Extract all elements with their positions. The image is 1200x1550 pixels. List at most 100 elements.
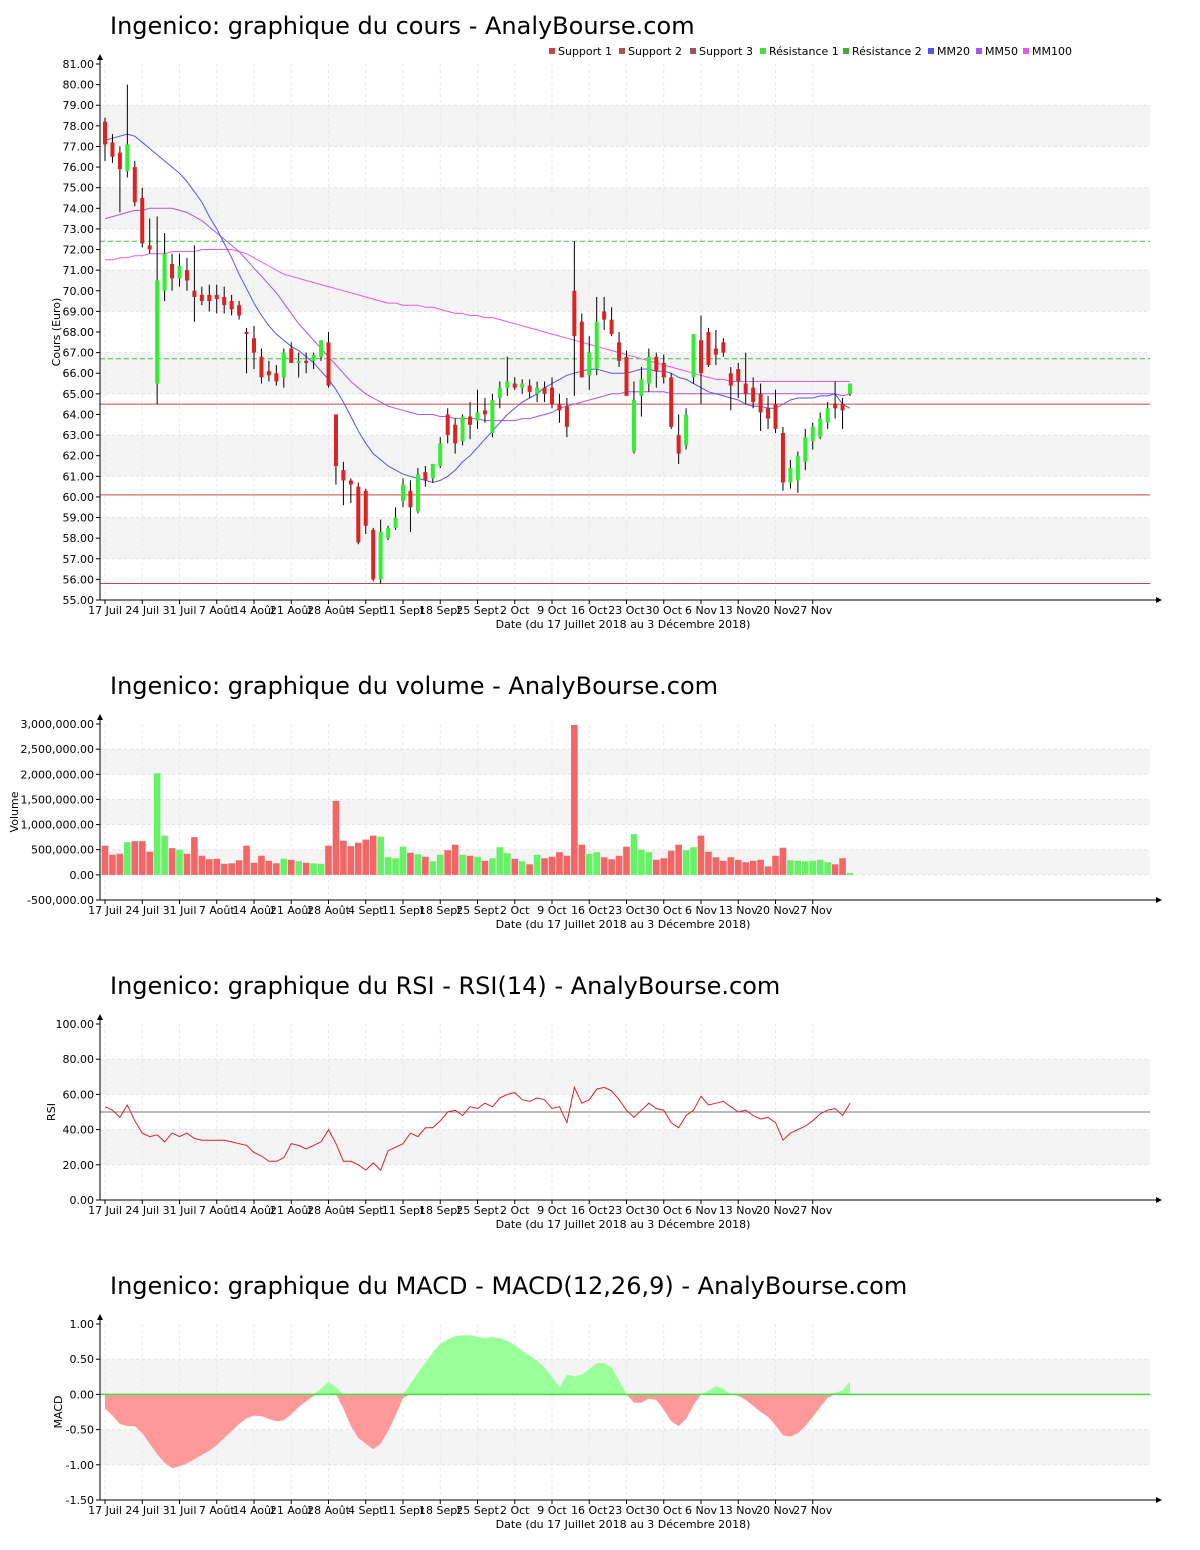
candle-body: [520, 383, 525, 388]
legend-label: Résistance 2: [852, 45, 922, 58]
candle-body: [237, 305, 242, 316]
candle-body: [408, 490, 413, 508]
candle-body: [482, 410, 487, 415]
rsi-x-arrow: [1156, 1197, 1162, 1203]
volume-bar: [645, 852, 653, 875]
price-band: [100, 517, 1150, 559]
rsi-band: [100, 1129, 1150, 1165]
volume-bar: [146, 851, 153, 875]
price-x-tick-label: 16 Oct: [571, 604, 608, 617]
macd-x-tick-label: 6 Nov: [685, 1504, 717, 1517]
volume-xlabel: Date (du 17 Juillet 2018 au 3 Décembre 2…: [496, 918, 751, 931]
macd-x-tick-label: 11 Sept: [382, 1504, 425, 1517]
price-x-tick-label: 24 Juil: [125, 604, 159, 617]
rsi-xlabel: Date (du 17 Juillet 2018 au 3 Décembre 2…: [496, 1218, 751, 1231]
price-band: [100, 105, 1150, 147]
volume-x-tick-label: 11 Sept: [382, 904, 425, 917]
volume-x-tick-label: 9 Oct: [537, 904, 567, 917]
candle-body: [222, 296, 227, 306]
volume-bar: [764, 866, 772, 875]
volume-bar: [690, 847, 697, 875]
candle-body: [199, 294, 204, 302]
rsi-y-tick-label: 20.00: [63, 1159, 95, 1172]
macd-y-tick-label: 0.50: [70, 1353, 95, 1366]
macd-x-tick-label: 21 Août: [270, 1504, 314, 1517]
candle-body: [304, 360, 309, 363]
volume-y-tick-label: 1,500,000.00: [21, 793, 94, 806]
candle-body: [438, 443, 443, 466]
candle-body: [713, 348, 718, 355]
legend-swatch: [619, 48, 625, 54]
price-y-tick-label: 56.00: [63, 573, 95, 586]
volume-bar: [295, 861, 302, 875]
candle-body: [639, 379, 644, 396]
macd-y-tick-label: -1.50: [66, 1494, 94, 1507]
candle-body: [728, 373, 733, 386]
volume-bar: [436, 854, 444, 875]
volume-bar: [541, 858, 548, 875]
macd-y-tick-label: -0.50: [66, 1424, 94, 1437]
volume-band: [100, 824, 1150, 850]
candle-body: [840, 404, 845, 411]
mm20-line: [104, 133, 851, 484]
volume-bar: [675, 844, 682, 875]
volume-bar: [355, 842, 362, 875]
macd-x-tick-label: 18 Sept: [419, 1504, 462, 1517]
rsi-x-tick-label: 13 Nov: [719, 1204, 758, 1217]
volume-bar: [206, 859, 213, 875]
price-y-tick-label: 55.00: [63, 594, 95, 607]
macd-band: [100, 1324, 1150, 1360]
candle-body: [281, 352, 286, 378]
volume-bar: [243, 845, 250, 875]
price-x-tick-label: 21 Août: [270, 604, 314, 617]
candle-body: [423, 472, 428, 481]
candle-body: [497, 387, 502, 398]
volume-bar: [571, 725, 578, 875]
candle-body: [617, 342, 622, 361]
rsi-chart: Ingenico: graphique du RSI - RSI(14) - A…: [45, 972, 1162, 1231]
candle-body: [803, 437, 808, 462]
legend-label: Support 1: [558, 45, 612, 58]
macd-negative-area: [105, 1394, 850, 1469]
price-band: [100, 64, 1150, 106]
volume-bar: [258, 855, 265, 875]
volume-bar: [682, 850, 690, 875]
volume-bar: [794, 860, 802, 875]
price-y-tick-label: 69.00: [63, 305, 95, 318]
volume-bar: [250, 862, 258, 875]
volume-bar: [444, 850, 451, 875]
price-y-tick-label: 68.00: [63, 326, 95, 339]
volume-bar: [287, 859, 295, 875]
candle-body: [594, 321, 599, 370]
candle-body: [252, 338, 256, 353]
volume-bar: [191, 837, 198, 875]
candle-body: [415, 474, 420, 512]
candle-body: [721, 342, 726, 353]
price-candles: [103, 84, 852, 584]
macd-x-arrow: [1156, 1497, 1162, 1503]
macd-band: [100, 1464, 1150, 1500]
volume-chart: Ingenico: graphique du volume - AnalyBou…: [8, 672, 1162, 931]
price-y-tick-label: 75.00: [63, 182, 95, 195]
volume-x-tick-label: 6 Nov: [685, 904, 717, 917]
candle-body: [162, 253, 167, 291]
candle-body: [505, 381, 510, 388]
volume-bar: [384, 857, 392, 875]
rsi-x-tick-label: 7 Août: [199, 1204, 236, 1217]
candle-body: [319, 340, 324, 357]
macd-x-tick-label: 25 Sept: [456, 1504, 499, 1517]
price-y-tick-label: 76.00: [63, 161, 95, 174]
rsi-x-tick-label: 4 Sept: [348, 1204, 384, 1217]
volume-y-tick-label: 3,000,000.00: [21, 718, 94, 731]
candle-body: [624, 356, 629, 396]
price-x-tick-label: 31 Juil: [163, 604, 197, 617]
price-y-tick-label: 80.00: [63, 79, 95, 92]
volume-bar: [831, 864, 839, 875]
candle-body: [699, 340, 703, 374]
rsi-band: [100, 1024, 1150, 1060]
price-band: [100, 270, 1150, 312]
price-y-tick-label: 61.00: [63, 470, 95, 483]
candle-body: [214, 294, 219, 300]
volume-bar: [585, 853, 593, 875]
volume-bar: [511, 858, 519, 875]
